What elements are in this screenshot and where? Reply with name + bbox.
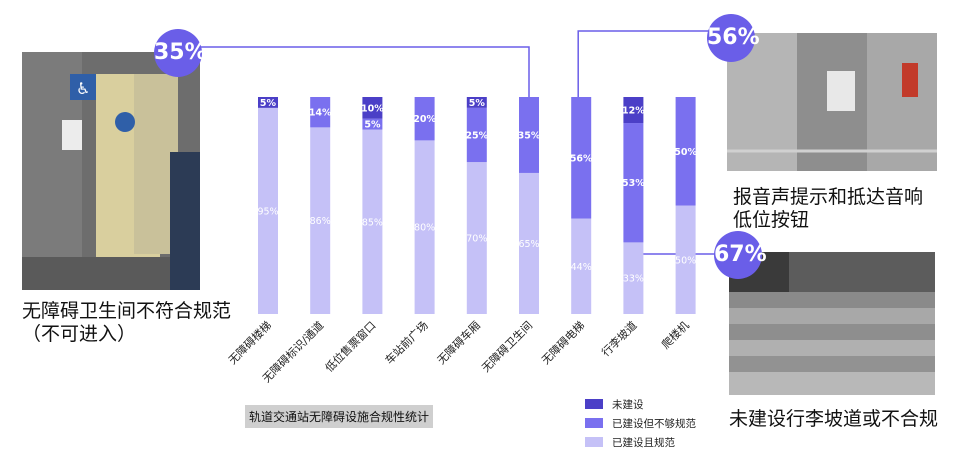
x-tick-label: 无障碍卫生间 [479, 318, 536, 375]
bar-value-label: 14% [309, 108, 332, 119]
bar-segment [623, 123, 644, 243]
bar-segment [623, 242, 644, 314]
bar-value-label: 25% [465, 130, 488, 141]
x-tick-label: 车站前广场 [382, 318, 431, 367]
bar-value-label: 5% [469, 98, 486, 109]
bar-value-label: 85% [362, 217, 383, 228]
legend-swatch [585, 437, 603, 447]
bar-segment [362, 129, 383, 314]
bar-value-label: 95% [257, 206, 278, 217]
bar-value-label: 80% [414, 223, 435, 234]
legend-swatch [585, 399, 603, 409]
bar-value-label: 12% [622, 106, 645, 117]
svg-text:♿: ♿ [76, 79, 90, 98]
bar-segment [414, 97, 435, 141]
callout-connector [200, 46, 530, 97]
bar-segment [362, 118, 383, 130]
elevator-caption: 报音声提示和抵达音响 低位按钮 [733, 186, 924, 231]
bar-value-label: 53% [622, 178, 645, 189]
x-tick-label: 爬楼机 [658, 318, 691, 351]
bar-value-label: 70% [466, 234, 487, 245]
bar-segment [258, 107, 278, 314]
bar-segment [310, 127, 331, 314]
bar-value-label: 50% [674, 147, 697, 158]
bar-value-label: 35% [518, 130, 541, 141]
legend-label: 已建设但不够规范 [612, 417, 696, 430]
bar-segment [362, 97, 383, 119]
ramp-caption: 未建设行李坡道或不合规 [729, 408, 939, 430]
bar-segment [623, 97, 644, 124]
callout-connector [632, 243, 716, 255]
bar-value-label: 10% [361, 103, 384, 114]
toilet-photo: ♿ [22, 52, 200, 290]
x-tick-label: 低位售票窗口 [322, 318, 379, 375]
bar-segment [414, 140, 435, 314]
bar-value-label: 50% [675, 255, 696, 266]
x-tick-label: 无障碍电梯 [539, 318, 588, 367]
legend-label: 未建设 [612, 398, 644, 411]
bar-value-label: 20% [413, 114, 436, 125]
toilet-caption: 无障碍卫生间不符合规范 （不可进入） [22, 300, 232, 345]
bar-value-label: 86% [310, 216, 331, 227]
callout-connector [577, 30, 710, 97]
bar-segment [466, 107, 487, 163]
legend-label: 已建设且规范 [612, 436, 675, 449]
bar-value-label: 5% [260, 98, 277, 109]
ramp-percent-badge: 67% [714, 231, 767, 279]
bar-segment [258, 97, 278, 108]
bar-value-label: 5% [364, 120, 381, 131]
bar-segment [466, 162, 487, 314]
elevator-photo [727, 33, 937, 171]
bar-segment [675, 97, 696, 206]
bar-segment [310, 97, 331, 128]
x-tick-label: 行李坡道 [599, 318, 640, 359]
bar-value-label: 44% [571, 262, 592, 273]
elevator-percent-badge: 56% [707, 14, 760, 62]
bar-value-label: 65% [518, 239, 539, 250]
bar-segment [675, 205, 696, 314]
toilet-percent-badge: 35% [154, 29, 207, 77]
bar-segment [519, 97, 539, 173]
x-tick-label: 无障碍车厢 [434, 318, 483, 367]
chart-title: 轨道交通站无障碍设施合规性统计 [245, 405, 434, 428]
bar-value-label: 56% [570, 153, 593, 164]
x-tick-label: 无障碍楼梯 [225, 318, 274, 367]
bar-value-label: 33% [623, 274, 644, 285]
bar-segment [571, 218, 592, 314]
bar-segment [571, 97, 592, 219]
bar-segment [519, 172, 539, 314]
bar-segment [466, 97, 487, 108]
legend-swatch [585, 418, 603, 428]
